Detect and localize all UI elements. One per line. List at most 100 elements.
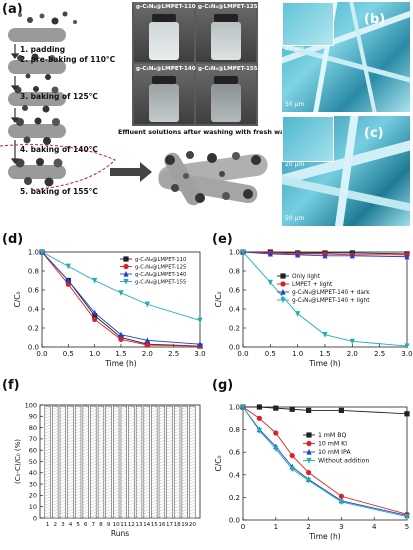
x-tick-label: 2.5 <box>168 350 179 358</box>
step-3-label: 3. baking of 125°C <box>20 92 98 101</box>
y-tick-label: 0.2 <box>229 325 240 333</box>
step-5-label: 5. baking of 155°C <box>20 187 98 196</box>
fiber-step-3 <box>8 86 66 113</box>
x-tick-label: 3.0 <box>401 350 412 358</box>
data-point <box>240 249 246 256</box>
data-point <box>349 252 355 259</box>
chart-g: 0 1 2 3 4 5 0.0 0.2 0.4 0.6 0.8 1.0 Time (h) C/C₀ 1 mM… <box>214 404 410 541</box>
legend-entry: g-C₃N₄@LMPET-140 <box>135 272 187 278</box>
data-point <box>338 499 344 506</box>
effluent-caption: Effluent solutions after washing with fr… <box>118 128 295 136</box>
data-point <box>404 253 410 260</box>
y-tick-label: 100 <box>25 401 37 409</box>
x-tick-label: 1.0 <box>89 350 100 358</box>
x-tick-label: 8 <box>99 522 103 528</box>
scale-c-bottom: 50 μm <box>285 215 305 222</box>
x-tick-label: 2 <box>53 522 57 528</box>
y-axis-label: (C₀-C)/C₀ (%) <box>14 439 22 484</box>
data-point <box>92 316 98 323</box>
x-tick-label: 0.0 <box>36 350 47 358</box>
y-tick-label: 0.6 <box>229 449 241 457</box>
legend-entry: 10 mM KI <box>318 441 347 448</box>
y-tick-label: 0.2 <box>229 494 240 502</box>
data-point <box>295 251 301 258</box>
x-tick-label: 15 <box>151 522 159 528</box>
bar-hatching <box>44 406 196 518</box>
data-point <box>306 477 312 484</box>
legend-marker <box>306 440 312 447</box>
y-tick-label: 0.6 <box>28 287 40 295</box>
series-line-4 <box>242 251 408 347</box>
legend-entry: Only light <box>292 274 321 280</box>
chart-e: 0.0 0.5 1.0 1.5 2.0 2.5 3.0 0.0 0.2 0.4 0.6 0.8 1.0 T… <box>214 249 413 369</box>
vial-2-label: g-C₃N₄@LMPET-125 <box>198 4 258 10</box>
series-line-2 <box>242 251 407 256</box>
data-point <box>144 337 150 343</box>
y-axis-label: C/C₀ <box>214 291 223 307</box>
x-tick-label: 2.0 <box>347 350 358 358</box>
fiber-step-1 <box>8 11 77 42</box>
data-point <box>240 404 246 411</box>
legend-marker <box>123 270 129 277</box>
y-tick-label: 10 <box>29 503 37 511</box>
data-point <box>256 428 262 434</box>
data-point <box>267 279 273 286</box>
data-point <box>92 309 98 316</box>
data-point <box>65 277 71 284</box>
panel-label-g: (g) <box>212 378 234 393</box>
fiber-step-4 <box>8 117 66 145</box>
data-point <box>404 411 410 417</box>
vial-3: g-C₃N₄@LMPET-140 <box>134 64 196 124</box>
data-point <box>295 311 301 317</box>
x-tick-label: 12 <box>128 522 135 528</box>
x-tick-label: 2 <box>306 523 310 531</box>
y-tick-label: 20 <box>29 492 37 500</box>
x-tick-label: 1.0 <box>292 350 303 358</box>
x-tick-label: 3 <box>61 522 65 528</box>
y-axis-label: C/C₀ <box>13 291 22 307</box>
data-point <box>256 404 262 410</box>
x-tick-label: 9 <box>107 522 111 528</box>
y-tick-label: 0.0 <box>229 517 240 525</box>
sem-image-c: (c) 20 μm 50 μm <box>282 116 410 226</box>
legend-marker <box>123 278 129 285</box>
legend-entry: LMPET + light <box>292 282 333 288</box>
data-point <box>118 331 124 338</box>
x-tick-label: 0.5 <box>63 350 74 358</box>
zoomed-fibers <box>158 151 268 206</box>
chart-d: 0.0 0.5 1.0 1.5 2.0 2.5 3.0 0.0 0.2 0.4 0.6 0.8 1.0 T… <box>13 249 206 369</box>
data-point <box>118 336 124 342</box>
zoom-arrow-icon <box>110 162 152 182</box>
x-tick-label: 4 <box>372 523 377 531</box>
series-line-3 <box>242 251 408 258</box>
x-tick-label: 19 <box>181 522 189 528</box>
series-line-1 <box>243 406 408 415</box>
x-tick-label: 2.5 <box>374 350 385 358</box>
x-tick-label: 0.0 <box>237 350 248 358</box>
data-point <box>289 452 295 459</box>
panel-label-d: (d) <box>2 232 24 247</box>
legend-entry: 1 mM BQ <box>318 432 346 439</box>
y-tick-label: 40 <box>29 469 37 477</box>
x-axis-label: Time (h) <box>104 359 136 368</box>
data-point <box>118 290 124 296</box>
x-tick-label: 13 <box>135 522 143 528</box>
data-point <box>349 338 355 345</box>
series-line-3 <box>41 251 201 345</box>
y-tick-label: 60 <box>29 447 37 455</box>
process-schematic: 1. padding 2. pre-baking of 110°C 3. bak… <box>0 11 268 206</box>
sem-image-b: (b) 20 μm 50 μm <box>282 2 410 112</box>
panel-label-a: (a) <box>2 2 23 17</box>
y-tick-label: 1.0 <box>28 249 39 257</box>
vial-4-label: g-C₃N₄@LMPET-155 <box>198 66 258 72</box>
x-tick-label: 1.5 <box>115 350 126 358</box>
vial-4: g-C₃N₄@LMPET-155 <box>196 64 258 124</box>
data-point <box>289 466 295 473</box>
panel-label-f: (f) <box>2 378 20 393</box>
series-line-1 <box>243 251 408 255</box>
data-point <box>92 277 98 284</box>
y-tick-label: 0.2 <box>28 325 39 333</box>
y-tick-label: 0.6 <box>229 287 241 295</box>
x-axis-label: Time (h) <box>308 532 340 541</box>
x-tick-label: 17 <box>166 522 174 528</box>
